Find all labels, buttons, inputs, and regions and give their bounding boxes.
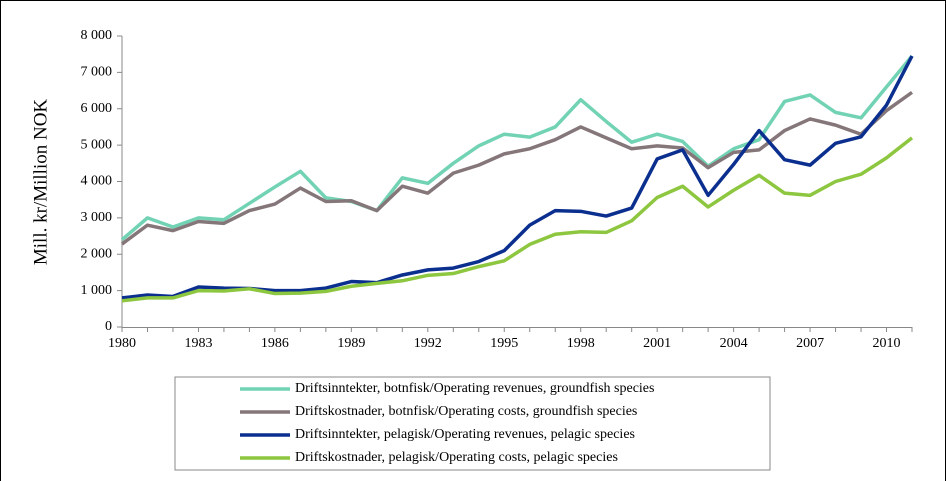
- x-tick-label: 1998: [567, 336, 595, 351]
- x-tick-label: 1986: [261, 336, 289, 351]
- series-line: [120, 54, 914, 242]
- series-line: [121, 136, 914, 303]
- legend-label: Driftsinntekter, pelagisk/Operating reve…: [295, 427, 635, 442]
- legend-label: Driftsinntekter, botnfisk/Operating reve…: [295, 381, 654, 396]
- x-tick-label: 2004: [720, 336, 748, 351]
- y-tick-label: 8 000: [81, 28, 113, 43]
- y-axis-label: Mill. kr/Million NOK: [30, 99, 51, 266]
- y-tick-label: 1 000: [81, 283, 113, 298]
- series-line: [120, 90, 914, 246]
- y-tick-label: 2 000: [81, 246, 113, 261]
- legend: [174, 376, 771, 471]
- x-tick-label: 1980: [108, 336, 136, 351]
- legend-label: Driftskostnader, botnfisk/Operating cost…: [295, 404, 637, 419]
- y-tick-label: 6 000: [81, 101, 113, 116]
- x-tick-label: 1983: [184, 336, 212, 351]
- y-tick-label: 5 000: [81, 137, 113, 152]
- series-line: [121, 55, 914, 300]
- y-tick-label: 7 000: [81, 65, 113, 80]
- x-tick-label: 1995: [490, 336, 518, 351]
- y-tick-label: 4 000: [81, 174, 113, 189]
- x-tick-label: 2010: [873, 336, 901, 351]
- x-tick-label: 1989: [337, 336, 365, 351]
- x-tick-label: 2007: [796, 336, 824, 351]
- legend-label: Driftskostnader, pelagisk/Operating cost…: [295, 450, 618, 465]
- y-tick-label: 0: [105, 319, 112, 334]
- x-tick-label: 2001: [643, 336, 671, 351]
- y-tick-label: 3 000: [81, 210, 113, 225]
- x-tick-label: 1992: [414, 336, 442, 351]
